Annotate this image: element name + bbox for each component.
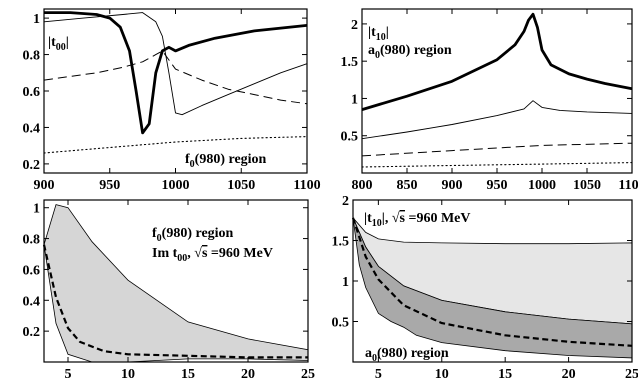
y-tick-label: 0.5: [341, 130, 359, 145]
x-tick-label: 10: [435, 367, 449, 381]
series-line-dotted-3: [43, 136, 308, 154]
chart-panel-im-t00: 5 10 15 20 25 0.2 0.4 0.6 0.8 1 f0(980) region Im…: [23, 199, 315, 381]
label-a0-region-bottom: a0(980) region: [365, 346, 449, 364]
x-tick-label: 850: [397, 178, 418, 193]
y-tick-label: 0.5: [332, 316, 350, 331]
y-tick-label: 0.8: [23, 233, 41, 248]
series-line-dashed-2: [43, 50, 308, 105]
x-tick-label: 1000: [528, 178, 556, 193]
y-tick-label: 1: [351, 92, 358, 107]
y-tick-label: 1.5: [332, 235, 350, 250]
y-tick-label: 0.4: [23, 121, 41, 136]
x-tick-label: 5: [65, 367, 72, 381]
x-tick-label: 15: [498, 367, 512, 381]
y-tick-label: 2: [351, 18, 358, 33]
label-t10-sqrt-s: |t10|, √s =960 MeV: [364, 211, 471, 229]
chart-panel-t00-mass: 900 950 1000 1050 1100 0.2 0.4 0.6 0.8 1 |t00| f0…: [23, 8, 321, 193]
x-tick-label: 1000: [162, 178, 190, 193]
y-tick-label: 1: [33, 12, 40, 27]
x-tick-label: 1050: [227, 178, 255, 193]
label-t00: |t00|: [48, 35, 69, 53]
chart-panel-t10-mass: 800 850 900 950 1000 1050 1100 0.5 1 1.5 2 |t10| a…: [341, 8, 638, 193]
series-line-thick-0: [361, 12, 633, 111]
x-tick-label: 1100: [293, 178, 320, 193]
y-tick-label: 1.5: [341, 55, 359, 70]
y-tick-label: 0.2: [23, 158, 41, 173]
y-tick-label: 2: [342, 194, 349, 209]
y-tick-label: 0.6: [23, 263, 41, 278]
y-tick-label: 0.6: [23, 85, 41, 100]
x-tick-label: 25: [625, 367, 638, 381]
label-f0-region: f0(980) region: [185, 152, 267, 170]
x-tick-label: 950: [487, 178, 508, 193]
uncertainty-band-1: [352, 217, 633, 359]
label-a0-region: a0(980) region: [368, 43, 452, 61]
x-tick-label: 25: [301, 367, 315, 381]
y-tick-label: 1: [33, 202, 40, 217]
x-tick-label: 900: [442, 178, 463, 193]
x-tick-label: 15: [181, 367, 195, 381]
x-tick-label: 900: [34, 178, 55, 193]
x-tick-label: 20: [562, 367, 576, 381]
x-tick-label: 1050: [573, 178, 601, 193]
label-f0-region-bottom: f0(980) region: [152, 226, 234, 244]
x-tick-label: 20: [241, 367, 255, 381]
series-line-dotted-3: [361, 162, 633, 168]
series-line-thick-0: [44, 11, 308, 135]
x-tick-label: 800: [352, 178, 373, 193]
series-line-thin-1: [361, 100, 633, 140]
y-tick-label: 0.4: [23, 294, 41, 309]
x-tick-label: 5: [375, 367, 382, 381]
y-tick-label: 1: [342, 275, 349, 290]
label-t10: |t10|: [368, 25, 389, 43]
y-tick-label: 0.8: [23, 49, 41, 64]
series-line-thin-1: [43, 12, 308, 116]
label-im-t00: Im t00, √s =960 MeV: [152, 246, 273, 264]
series-line-dashed-thick-0: [351, 217, 633, 347]
y-tick-label: 0.2: [23, 325, 41, 340]
chart-panel-t10-bands: 5 10 15 20 25 0.5 1 1.5 2 |t10|, √s =960 MeV a0(…: [332, 194, 638, 381]
x-tick-label: 10: [121, 367, 135, 381]
x-tick-label: 1100: [618, 178, 638, 193]
series-line-dashed-2: [361, 142, 633, 157]
x-tick-label: 950: [99, 178, 120, 193]
